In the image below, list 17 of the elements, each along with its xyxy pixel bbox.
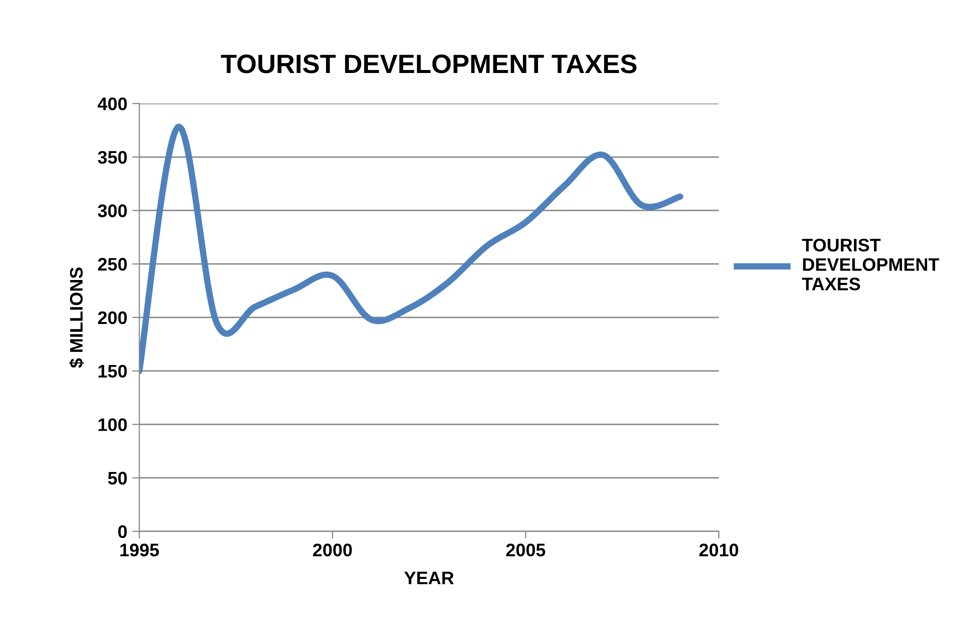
legend-label: TOURIST DEVELOPMENT TAXES xyxy=(802,238,940,290)
y-axis-title: $ MILLIONS xyxy=(69,267,84,368)
y-tick-label: 350 xyxy=(98,150,127,164)
y-tick-label: 200 xyxy=(98,311,127,324)
y-tick-label: 0 xyxy=(118,525,127,538)
y-tick-label: 300 xyxy=(98,204,127,218)
x-tick-label: 1995 xyxy=(120,544,159,556)
y-tick-label: 250 xyxy=(98,258,127,271)
x-axis-title: YEAR xyxy=(404,572,454,584)
x-tick-label: 2010 xyxy=(699,544,738,556)
x-tick-label: 2000 xyxy=(313,544,352,556)
y-tick-label: 400 xyxy=(98,97,127,110)
y-tick-label: 50 xyxy=(108,472,127,485)
y-tick-label: 100 xyxy=(98,418,127,432)
chart-title: TOURIST DEVELOPMENT TAXES xyxy=(220,54,637,74)
y-tick-label: 150 xyxy=(98,364,127,378)
x-tick-label: 2005 xyxy=(506,544,546,556)
